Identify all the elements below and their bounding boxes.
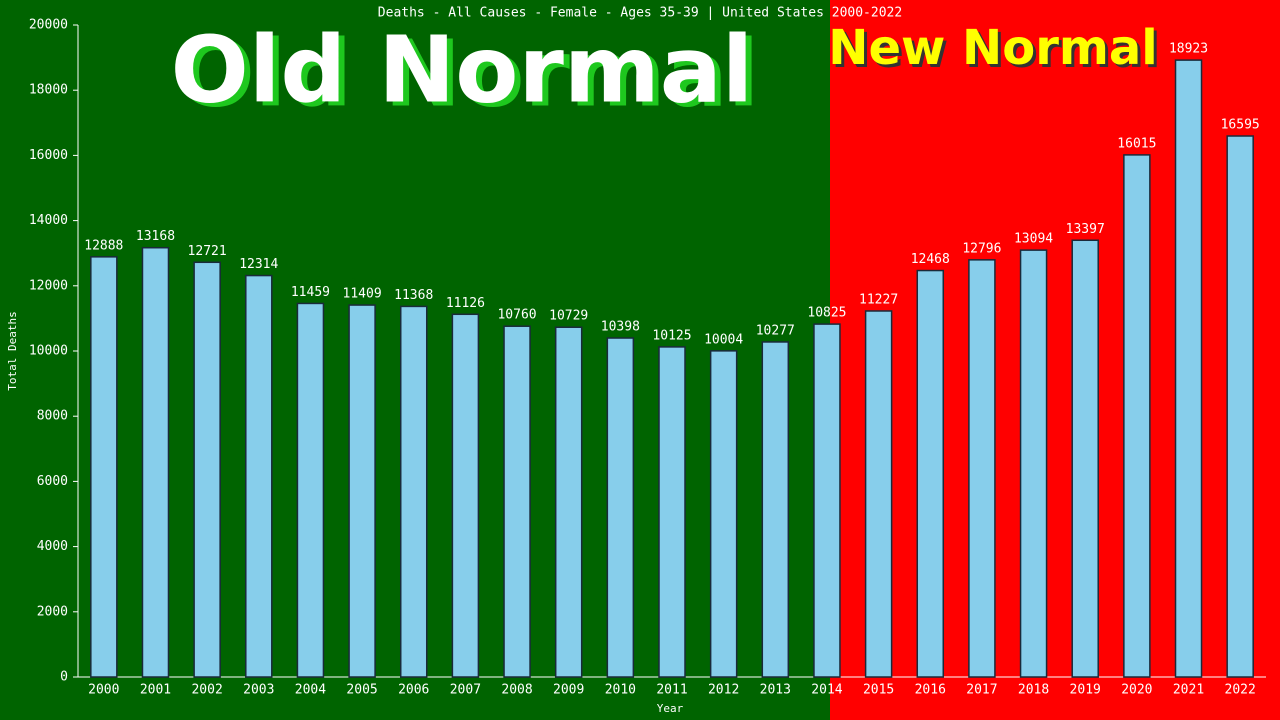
x-tick-label: 2022: [1225, 683, 1256, 698]
value-label: 11368: [394, 288, 433, 303]
x-tick-label: 2015: [863, 683, 894, 698]
value-label: 10825: [807, 306, 846, 321]
annotation-shadow: Old Normal: [177, 20, 760, 127]
value-label: 10125: [652, 328, 691, 343]
x-tick-label: 2001: [140, 683, 171, 698]
bar: [709, 350, 738, 678]
x-tick-label: 2013: [760, 683, 791, 698]
x-tick-label: 2020: [1121, 683, 1152, 698]
x-tick-label: 2005: [346, 683, 377, 698]
x-tick-label: 2009: [553, 683, 584, 698]
x-tick-label: 2008: [501, 683, 532, 698]
bar: [554, 326, 583, 678]
bar: [503, 325, 531, 678]
value-label: 16015: [1117, 136, 1156, 151]
y-tick-label: 4000: [37, 539, 68, 554]
bar: [296, 302, 325, 678]
y-tick-label: 8000: [37, 409, 68, 424]
x-tick-label: 2014: [811, 683, 842, 698]
x-tick-label: 2002: [191, 683, 222, 698]
value-label: 10729: [549, 309, 588, 324]
value-label: 10277: [756, 323, 795, 338]
value-label: 12468: [911, 252, 950, 267]
value-label: 13168: [136, 229, 175, 244]
x-tick-label: 2021: [1173, 683, 1204, 698]
value-label: 11126: [446, 296, 485, 311]
value-label: 16595: [1221, 118, 1260, 133]
annotation: New Normal: [828, 20, 1157, 76]
y-axis-label: Total Deaths: [6, 311, 19, 390]
bar: [916, 269, 945, 678]
value-label: 12314: [239, 257, 278, 272]
bar: [606, 337, 635, 678]
bar: [399, 305, 428, 678]
bar: [451, 313, 480, 678]
x-tick-label: 2006: [398, 683, 429, 698]
bar: [813, 323, 841, 678]
y-tick-label: 18000: [29, 83, 68, 98]
chart-title: Deaths - All Causes - Female - Ages 35-3…: [378, 6, 902, 21]
value-label: 12721: [188, 244, 227, 259]
bar: [1071, 239, 1099, 678]
x-tick-label: 2011: [656, 683, 687, 698]
bar: [1226, 135, 1254, 678]
y-tick-label: 12000: [29, 278, 68, 293]
value-label: 10004: [704, 332, 743, 347]
value-label: 13397: [1066, 222, 1105, 237]
value-label: 11459: [291, 285, 330, 300]
bar: [1174, 59, 1203, 678]
value-label: 11227: [859, 292, 898, 307]
value-label: 12888: [84, 238, 123, 253]
bar: [864, 310, 893, 678]
value-label: 13094: [1014, 232, 1053, 247]
y-tick-label: 14000: [29, 213, 68, 228]
bar: [348, 304, 376, 678]
value-label: 10760: [497, 308, 536, 323]
bar: [658, 346, 686, 678]
bar: [1123, 154, 1151, 678]
x-tick-label: 2010: [605, 683, 636, 698]
bar: [968, 259, 996, 678]
x-tick-label: 2003: [243, 683, 274, 698]
y-tick-label: 6000: [37, 474, 68, 489]
value-label: 10398: [601, 320, 640, 335]
x-tick-label: 2018: [1018, 683, 1049, 698]
y-tick-label: 10000: [29, 344, 68, 359]
bar: [761, 341, 790, 678]
bar: [193, 261, 221, 678]
x-tick-label: 2012: [708, 683, 739, 698]
annotation: Old Normal: [171, 16, 754, 123]
bar: [90, 256, 118, 678]
x-tick-label: 2017: [966, 683, 997, 698]
value-label: 12796: [962, 241, 1001, 256]
x-axis-label: Year: [657, 702, 684, 715]
y-tick-label: 2000: [37, 604, 68, 619]
y-tick-label: 20000: [29, 18, 68, 33]
bar: [1019, 249, 1048, 678]
x-tick-label: 2019: [1070, 683, 1101, 698]
bar: [245, 274, 273, 678]
annotation-shadow: New Normal: [831, 23, 1160, 79]
value-label: 18923: [1169, 42, 1208, 57]
x-tick-label: 2007: [450, 683, 481, 698]
value-label: 11409: [343, 287, 382, 302]
y-tick-label: 16000: [29, 148, 68, 163]
y-tick-label: 0: [60, 670, 68, 685]
x-tick-label: 2016: [915, 683, 946, 698]
new-normal-background: [830, 0, 1280, 720]
x-tick-label: 2000: [88, 683, 119, 698]
bar: [141, 246, 170, 678]
x-tick-label: 2004: [295, 683, 326, 698]
